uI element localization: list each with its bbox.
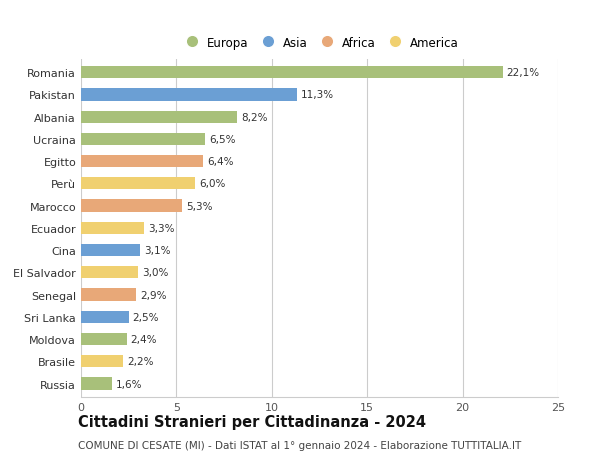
- Bar: [81, 178, 196, 190]
- Bar: [81, 289, 136, 301]
- Text: 8,2%: 8,2%: [241, 112, 268, 123]
- Bar: [81, 378, 112, 390]
- Bar: [81, 111, 238, 123]
- Bar: [81, 67, 503, 79]
- Text: 3,1%: 3,1%: [144, 246, 170, 256]
- Text: 1,6%: 1,6%: [115, 379, 142, 389]
- Text: 2,5%: 2,5%: [133, 312, 159, 322]
- Bar: [81, 200, 182, 212]
- Text: 2,2%: 2,2%: [127, 357, 153, 367]
- Text: 3,3%: 3,3%: [148, 224, 174, 233]
- Legend: Europa, Asia, Africa, America: Europa, Asia, Africa, America: [175, 32, 464, 54]
- Bar: [81, 267, 138, 279]
- Text: 6,0%: 6,0%: [199, 179, 226, 189]
- Text: 2,9%: 2,9%: [140, 290, 167, 300]
- Bar: [81, 355, 123, 368]
- Text: 6,4%: 6,4%: [207, 157, 233, 167]
- Text: 2,4%: 2,4%: [131, 334, 157, 344]
- Bar: [81, 311, 128, 323]
- Text: 22,1%: 22,1%: [506, 68, 539, 78]
- Bar: [81, 333, 127, 346]
- Bar: [81, 156, 203, 168]
- Text: 6,5%: 6,5%: [209, 134, 235, 145]
- Bar: [81, 89, 296, 101]
- Bar: [81, 134, 205, 146]
- Text: Cittadini Stranieri per Cittadinanza - 2024: Cittadini Stranieri per Cittadinanza - 2…: [78, 414, 426, 429]
- Text: 11,3%: 11,3%: [301, 90, 334, 100]
- Text: 3,0%: 3,0%: [142, 268, 169, 278]
- Bar: [81, 222, 144, 235]
- Bar: [81, 245, 140, 257]
- Text: 5,3%: 5,3%: [186, 201, 212, 211]
- Text: COMUNE DI CESATE (MI) - Dati ISTAT al 1° gennaio 2024 - Elaborazione TUTTITALIA.: COMUNE DI CESATE (MI) - Dati ISTAT al 1°…: [78, 440, 521, 450]
